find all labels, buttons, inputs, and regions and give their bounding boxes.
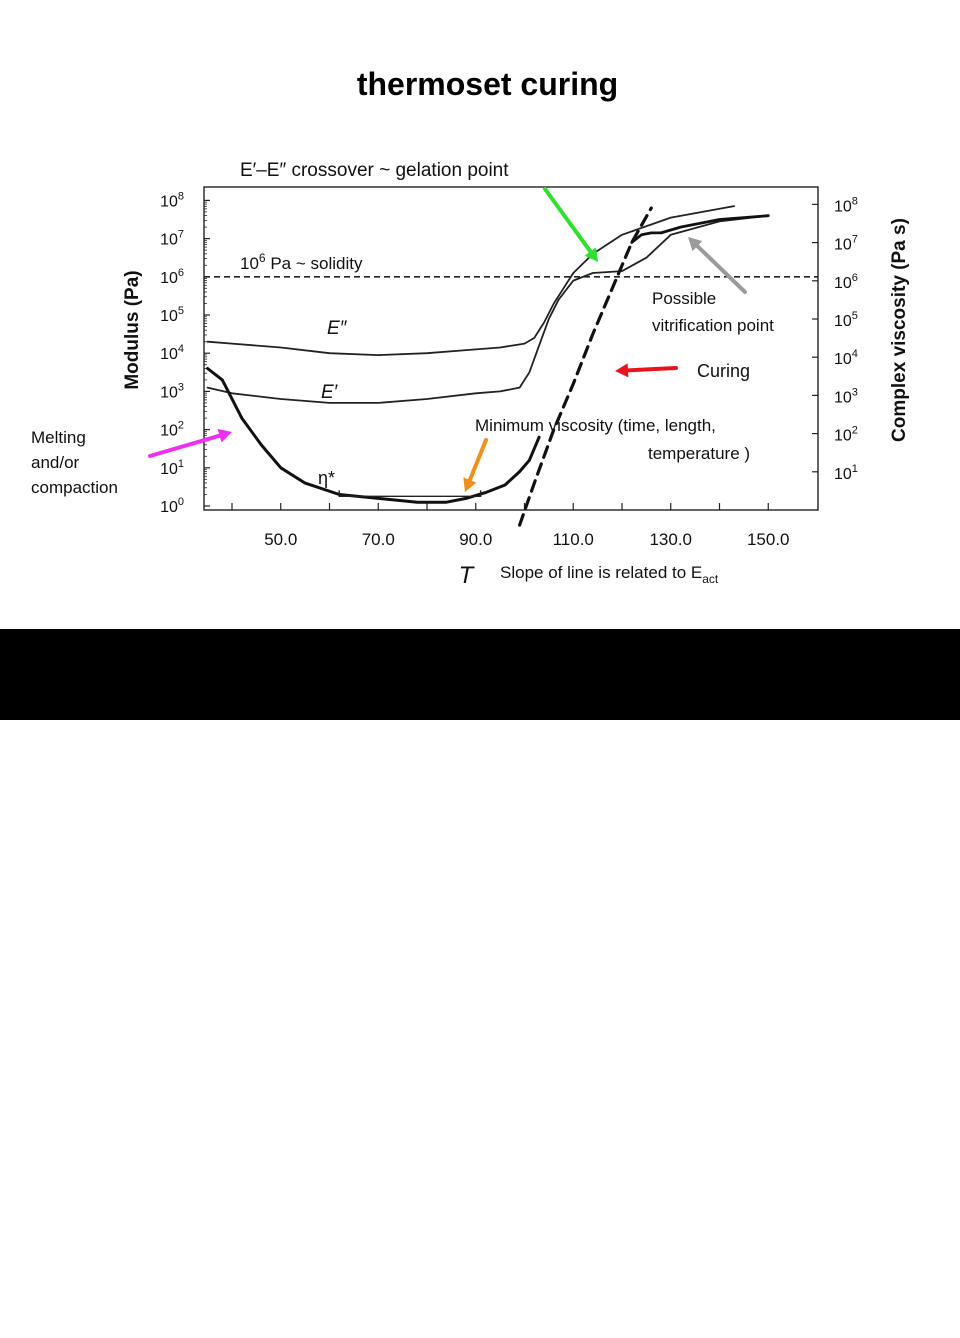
annotation-melting-2: and/or xyxy=(31,453,80,472)
logo-text-line-2: University xyxy=(761,1303,892,1338)
arrow-gelation-shaft xyxy=(543,187,593,254)
annotation-e-prime: E′ xyxy=(321,382,339,403)
arrow-melting-head xyxy=(217,428,232,443)
series-line-2 xyxy=(206,367,541,504)
y-tick-label-right: 108 xyxy=(834,195,858,215)
y-tick-label-left: 105 xyxy=(160,305,184,325)
x-tick-label: 110.0 xyxy=(553,530,594,549)
solidity-label: 106 Pa ~ solidity xyxy=(240,251,363,273)
slide-title: thermoset curing xyxy=(356,66,619,102)
annotation-min-viscosity-2: temperature ) xyxy=(648,444,750,463)
annotation-curing: Curing xyxy=(697,361,750,381)
arrow-curing-shaft xyxy=(625,366,678,373)
y-tick-label-left: 103 xyxy=(160,381,184,401)
y-tick-label-right: 107 xyxy=(834,234,858,254)
arrow-melting-shaft xyxy=(148,433,222,458)
y-tick-label-left: 106 xyxy=(160,267,184,287)
x-axis-label: T xyxy=(459,562,476,589)
min-viscosity-bracket xyxy=(338,490,482,498)
annotation-e-double-prime: E″ xyxy=(327,318,348,339)
annotation-melting-1: Melting xyxy=(31,428,86,447)
y-tick-label-left: 102 xyxy=(160,420,184,440)
annotation-vitrification-1: Possible xyxy=(652,289,716,308)
chart-title: E′–E″ crossover ~ gelation point xyxy=(240,160,509,181)
x-tick-label: 150.0 xyxy=(747,530,790,549)
arrow-vitrification-shaft xyxy=(695,244,747,294)
y-tick-label-left: 100 xyxy=(160,496,184,516)
y-tick-label-right: 102 xyxy=(834,425,858,445)
x-tick-label: 130.0 xyxy=(649,530,692,549)
y-tick-label-right: 104 xyxy=(834,348,858,368)
arrow-vitrification-head xyxy=(688,237,703,252)
shield-icon xyxy=(706,1278,746,1333)
x-axis-note: Slope of line is related to Eact xyxy=(500,563,719,586)
x-tick-label: 90.0 xyxy=(459,530,492,549)
y-tick-label-right: 103 xyxy=(834,386,858,406)
arrow-min-viscosity-head xyxy=(463,477,477,492)
university-logo: Loughborough University xyxy=(704,1274,946,1338)
y-tick-label-right: 105 xyxy=(834,310,858,330)
y-axis-label-right: Complex viscosity (Pa s) xyxy=(889,218,910,442)
series-line-3 xyxy=(517,206,653,527)
chart: 100 101 102 103 104 105 106 107 108 101 102 103 104 1… xyxy=(31,160,910,589)
y-tick-label-left: 107 xyxy=(160,229,184,249)
series-line-1 xyxy=(206,214,770,404)
series-line-0 xyxy=(206,205,735,357)
y-tick-label-right: 101 xyxy=(834,463,858,483)
annotation-min-viscosity-1: Minimum viscosity (time, length, xyxy=(475,416,716,435)
y-tick-label-left: 108 xyxy=(160,190,184,210)
arrow-gelation-head xyxy=(584,247,598,262)
x-tick-label: 50.0 xyxy=(264,530,297,549)
annotation-vitrification-2: vitrification point xyxy=(652,316,774,335)
y-tick-label-right: 106 xyxy=(834,272,858,292)
plot-frame xyxy=(203,186,819,511)
annotation-melting-3: compaction xyxy=(31,478,118,497)
y-tick-label-left: 104 xyxy=(160,343,184,363)
logo-text-line-1: Loughborough xyxy=(761,1274,946,1309)
arrow-curing-head xyxy=(615,363,629,378)
y-axis-label-left: Modulus (Pa) xyxy=(122,270,143,389)
annotation-eta: η* xyxy=(318,468,335,488)
x-tick-label: 70.0 xyxy=(362,530,395,549)
y-tick-label-left: 101 xyxy=(160,458,184,478)
arrow-min-viscosity-shaft xyxy=(467,438,488,482)
series-line-4 xyxy=(630,214,770,244)
footer-bar: Loughborough University xyxy=(0,629,960,1336)
